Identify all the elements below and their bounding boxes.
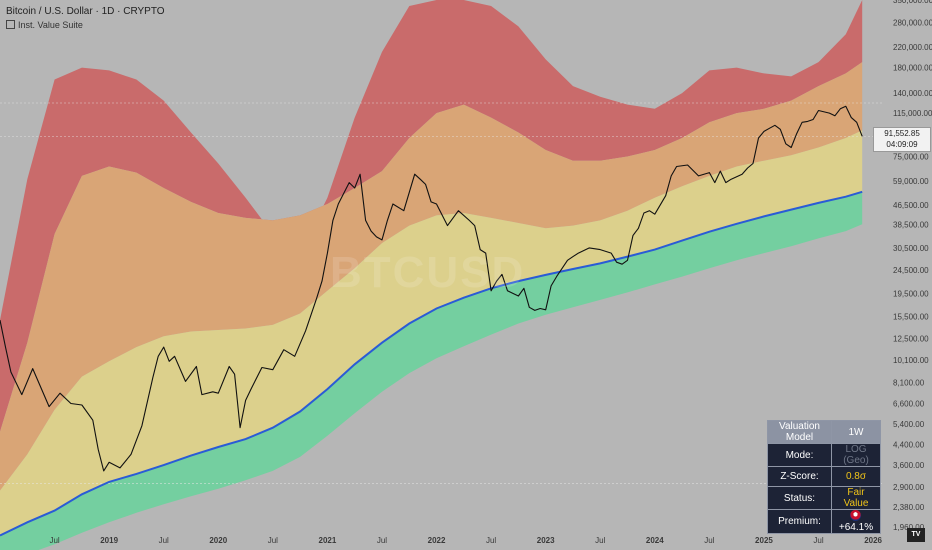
x-tick-label: 2024 [646, 536, 664, 545]
bar-countdown: 04:09:09 [886, 140, 918, 149]
y-tick-label: 180,000.00 [893, 64, 932, 73]
price-axis: 1,960.00 2,380.00 2,900.00 3,600.00 4,400.00… [893, 0, 932, 532]
status-label: Status: [767, 486, 832, 510]
table-row: Status: Fair Value [767, 486, 881, 510]
price-line [0, 105, 863, 472]
x-tick-label: 2022 [428, 536, 446, 545]
valuation-bands [0, 0, 863, 550]
mode-label: Mode: [767, 443, 832, 467]
y-tick-label: 1,960.00 [893, 523, 925, 532]
x-tick-label: 2019 [100, 536, 118, 545]
y-tick-label: 4,400.00 [893, 441, 925, 450]
y-tick-label: 10,100.00 [893, 356, 929, 365]
valuation-timeframe: 1W [831, 420, 881, 444]
valuation-table-header: Valuation Model 1W [767, 420, 881, 444]
x-tick-label: 2023 [537, 536, 555, 545]
x-tick-label: Jul [704, 536, 714, 545]
x-tick-label: Jul [268, 536, 278, 545]
time-axis: Jul 2019 Jul 2020 Jul 2021 Jul 2022 Jul 2023 Jul 20… [49, 536, 882, 545]
y-tick-label: 220,000.00 [893, 43, 932, 52]
band-low [0, 191, 863, 550]
y-tick-label: 59,000.00 [893, 177, 929, 186]
y-tick-label: 6,600.00 [893, 399, 925, 408]
status-value: Fair Value [831, 486, 881, 510]
y-tick-label: 30,500.00 [893, 244, 929, 253]
x-tick-label: Jul [377, 536, 387, 545]
valuation-table: Valuation Model 1W Mode: LOG (Geo) Z-Sco… [767, 420, 881, 534]
premium-label: Premium: [767, 509, 832, 534]
y-tick-label: 115,000.00 [893, 109, 932, 118]
table-row: Mode: LOG (Geo) [767, 443, 881, 467]
indicator-label[interactable]: Inst. Value Suite [6, 20, 83, 30]
y-tick-label: 38,500.00 [893, 220, 929, 229]
premium-value-cell: +64.1% [831, 509, 881, 534]
x-tick-label: 2021 [319, 536, 337, 545]
band-high [0, 62, 863, 491]
valuation-model-label: Valuation Model [767, 420, 832, 444]
table-row: Z-Score: 0.8σ [767, 466, 881, 487]
y-tick-label: 3,600.00 [893, 461, 925, 470]
series-lines [0, 105, 863, 537]
chart-title[interactable]: Bitcoin / U.S. Dollar · 1D · CRYPTO [6, 6, 165, 17]
band-extreme [0, 0, 863, 432]
last-price-tag: 91,552.85 04:09:09 [873, 127, 931, 152]
table-row: Premium: +64.1% [767, 509, 881, 534]
x-tick-label: Jul [49, 536, 59, 545]
x-tick-label: Jul [159, 536, 169, 545]
y-tick-label: 8,100.00 [893, 379, 925, 388]
x-tick-label: Jul [486, 536, 496, 545]
last-price-value: 91,552.85 [884, 129, 920, 138]
horizontal-guides [0, 102, 884, 484]
indicator-name: Inst. Value Suite [18, 20, 83, 30]
premium-value: +64.1% [838, 522, 874, 533]
fair-value-line [0, 190, 863, 537]
y-tick-label: 2,380.00 [893, 503, 925, 512]
y-tick-label: 19,500.00 [893, 289, 929, 298]
symbol-watermark: BTCUSD [330, 248, 526, 297]
y-tick-label: 280,000.00 [893, 19, 932, 28]
y-tick-label: 75,000.00 [893, 153, 929, 162]
band-fair [0, 130, 863, 536]
tradingview-logo[interactable]: TV [907, 528, 925, 542]
y-tick-label: 12,500.00 [893, 335, 929, 344]
x-tick-label: Jul [813, 536, 823, 545]
us-flag-icon [849, 510, 861, 521]
y-tick-label: 350,000.00 [893, 0, 932, 5]
x-tick-label: 2020 [209, 536, 227, 545]
y-tick-label: 5,400.00 [893, 420, 925, 429]
x-tick-label: Jul [595, 536, 605, 545]
indicator-icon [6, 20, 15, 29]
y-tick-label: 24,500.00 [893, 266, 929, 275]
mode-value: LOG (Geo) [831, 443, 881, 467]
y-tick-label: 46,500.00 [893, 201, 929, 210]
y-tick-label: 140,000.00 [893, 89, 932, 98]
y-tick-label: 15,500.00 [893, 313, 929, 322]
y-tick-label: 2,900.00 [893, 483, 925, 492]
z-score-label: Z-Score: [767, 466, 832, 487]
z-score-value: 0.8σ [831, 466, 881, 487]
x-tick-label: 2026 [864, 536, 882, 545]
x-tick-label: 2025 [755, 536, 773, 545]
